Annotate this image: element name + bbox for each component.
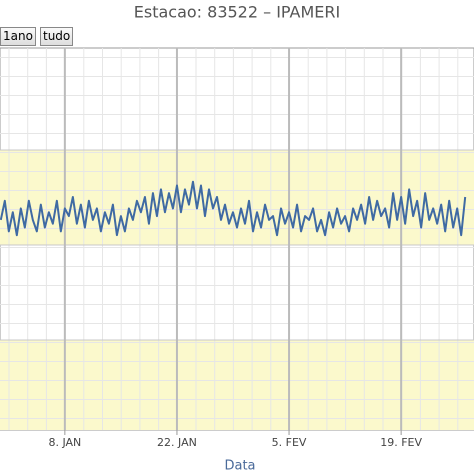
plot-band (0, 340, 474, 430)
plot-band (0, 150, 474, 245)
x-tick-label: 22. JAN (157, 436, 197, 449)
chart-title: Estacao: 83522 – IPAMERI (134, 3, 341, 22)
x-tick-label: 8. JAN (48, 436, 81, 449)
x-axis-label: Data (224, 459, 255, 474)
range-button[interactable]: 1ano (0, 27, 36, 46)
x-tick-label: 19. FEV (380, 436, 422, 449)
x-tick-label: 5. FEV (272, 436, 307, 449)
range-button[interactable]: tudo (40, 27, 74, 46)
data-line (0, 180, 467, 237)
